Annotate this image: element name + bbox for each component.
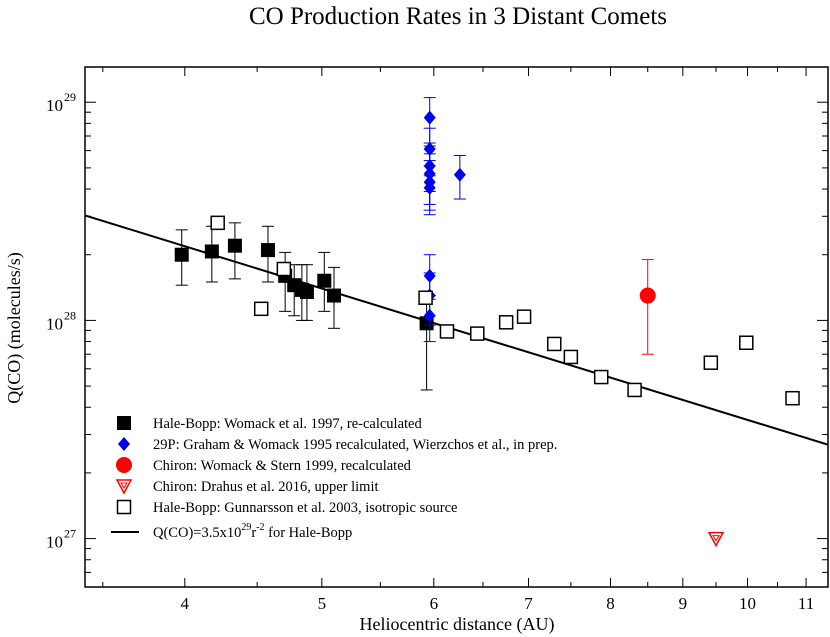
y-tick-label-exponent: 27 xyxy=(64,527,76,541)
x-tick-label: 11 xyxy=(798,594,814,613)
y-tick-label-exponent: 28 xyxy=(64,308,76,322)
data-point xyxy=(639,287,656,304)
data-point xyxy=(593,369,609,385)
data-point xyxy=(276,261,292,277)
chart-title: CO Production Rates in 3 Distant Comets xyxy=(249,3,667,30)
data-point xyxy=(439,324,455,339)
data-point xyxy=(227,238,242,253)
y-tick-label: 10 xyxy=(46,533,63,552)
data-point xyxy=(423,110,436,125)
data-point xyxy=(785,390,800,406)
data-point xyxy=(423,268,436,283)
x-tick-label: 10 xyxy=(739,594,756,613)
plot-frame xyxy=(84,66,829,588)
x-tick-label: 9 xyxy=(679,594,688,613)
legend-marker xyxy=(116,499,132,515)
legend-marker xyxy=(115,479,133,495)
data-point xyxy=(423,180,436,195)
fit-line xyxy=(84,214,829,446)
data-point xyxy=(174,247,189,262)
data-point xyxy=(703,355,719,370)
y-tick-label: 10 xyxy=(46,314,63,333)
y-axis-label: Q(CO) (molecules/s) xyxy=(4,252,25,403)
data-point xyxy=(423,166,436,181)
data-point xyxy=(423,308,436,323)
legend-label: Chiron: Womack & Stern 1999, recalculate… xyxy=(153,458,412,474)
legend: Hale-Bopp: Womack et al. 1997, re-calcul… xyxy=(111,416,557,541)
data-layer xyxy=(84,97,829,548)
legend-marker xyxy=(117,416,131,430)
data-point xyxy=(423,142,436,157)
data-point xyxy=(453,167,466,182)
y-tick-label-exponent: 29 xyxy=(64,90,76,104)
data-point xyxy=(423,159,436,174)
triangle-inner xyxy=(120,482,128,489)
triangle-inner xyxy=(712,535,720,542)
data-point xyxy=(516,309,532,324)
triangle-outline xyxy=(707,531,725,548)
legend-label: Hale-Bopp: Womack et al. 1997, re-calcul… xyxy=(153,416,422,432)
data-point xyxy=(470,326,485,341)
x-tick-label: 6 xyxy=(430,594,439,613)
legend-line-label: Q(CO)=3.5x1029r-2 for Hale-Bopp xyxy=(153,522,352,541)
legend-label: 29P: Graham & Womack 1995 recalculated, … xyxy=(153,437,557,453)
data-point xyxy=(260,243,275,258)
x-tick-label: 7 xyxy=(524,594,533,613)
legend-label: Hale-Bopp: Gunnarsson et al. 2003, isotr… xyxy=(153,500,457,516)
legend-marker xyxy=(118,437,130,451)
data-point xyxy=(204,244,219,259)
data-point xyxy=(327,288,342,303)
series-4 xyxy=(210,215,800,406)
data-point xyxy=(707,531,725,548)
legend-marker xyxy=(116,457,132,473)
series-3 xyxy=(707,531,725,548)
x-tick-label: 8 xyxy=(606,594,615,613)
data-point xyxy=(299,284,314,299)
data-point xyxy=(317,273,332,288)
series-2 xyxy=(639,259,656,355)
x-tick-label: 5 xyxy=(318,594,327,613)
x-tick-label: 4 xyxy=(181,594,190,613)
data-point xyxy=(627,382,642,398)
data-point xyxy=(498,315,514,330)
x-axis-label: Heliocentric distance (AU) xyxy=(360,614,555,635)
series-0 xyxy=(174,222,434,391)
data-point xyxy=(547,336,562,352)
series-1 xyxy=(423,97,466,343)
data-point xyxy=(563,349,579,365)
y-tick-label: 10 xyxy=(46,96,63,115)
triangle-outline xyxy=(115,479,133,495)
data-point xyxy=(253,301,269,317)
legend-label: Chiron: Drahus et al. 2016, upper limit xyxy=(153,479,379,495)
data-point xyxy=(418,290,433,306)
data-point xyxy=(739,335,754,350)
data-point xyxy=(210,215,225,231)
